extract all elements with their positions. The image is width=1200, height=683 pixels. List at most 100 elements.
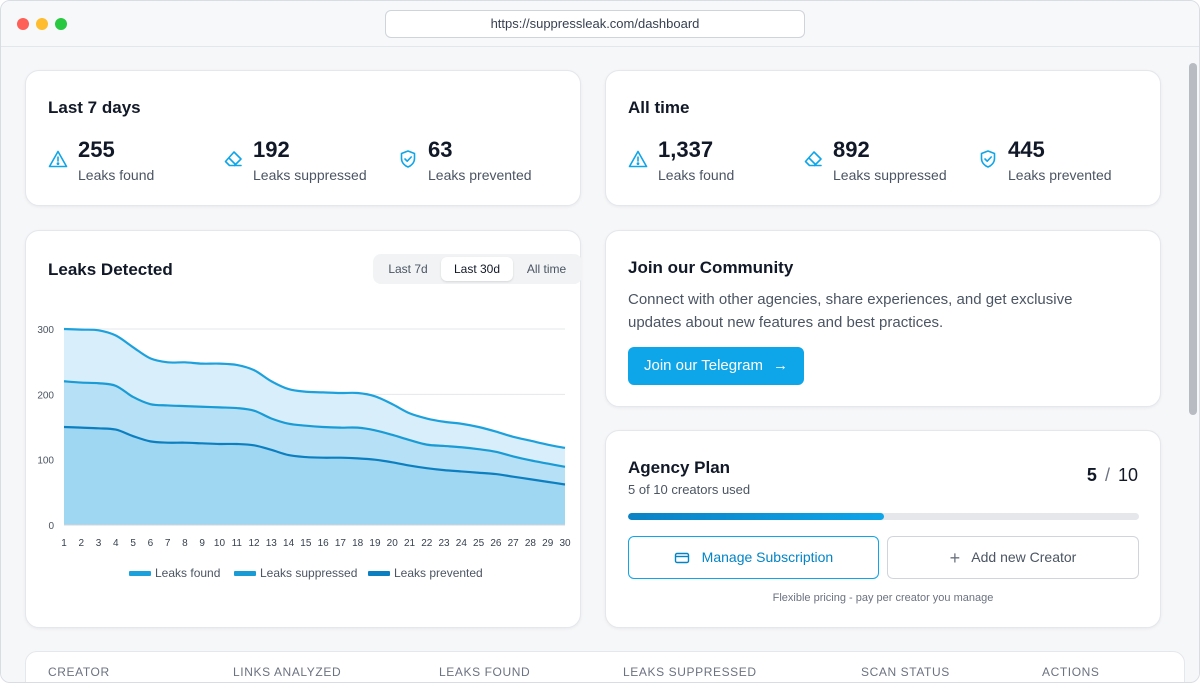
credit-card-icon <box>674 553 689 564</box>
dashboard-content: Last 7 days 255 Leaks found 192 Leaks su… <box>1 47 1187 682</box>
x-tick-label: 20 <box>387 538 399 549</box>
stat-label: Leaks prevented <box>428 167 532 183</box>
legend-swatch-2 <box>234 571 256 576</box>
community-card: Join our Community Connect with other ag… <box>605 230 1161 407</box>
stat-value: 1,337 <box>658 137 714 162</box>
x-tick-label: 16 <box>318 538 330 549</box>
join-telegram-button[interactable]: Join our Telegram → <box>628 347 804 385</box>
arrow-right-icon: → <box>773 357 788 374</box>
th-creator: CREATOR <box>48 665 110 679</box>
add-creator-label: Add new Creator <box>971 549 1077 565</box>
x-tick-label: 27 <box>508 538 520 549</box>
stat-leaks-suppressed: 892 Leaks suppressed <box>803 137 963 187</box>
eraser-icon <box>804 151 822 167</box>
tab-last-30d[interactable]: Last 30d <box>441 257 513 281</box>
y-tick-label: 100 <box>37 456 54 467</box>
plan-count: 5 / 10 <box>1087 465 1138 486</box>
plan-title: Agency Plan <box>628 458 731 477</box>
x-tick-label: 14 <box>283 538 295 549</box>
th-leaks-suppressed: LEAKS SUPPRESSED <box>623 665 757 679</box>
stat-leaks-suppressed: 192 Leaks suppressed <box>223 137 383 187</box>
maximize-window-button[interactable] <box>55 18 67 30</box>
y-tick-label: 200 <box>37 390 54 401</box>
warning-triangle-icon <box>628 150 648 168</box>
stat-label: Leaks suppressed <box>253 167 367 183</box>
plan-progress-bar <box>628 513 1139 520</box>
page-scrollbar[interactable] <box>1185 47 1199 682</box>
x-tick-label: 24 <box>456 538 468 549</box>
stat-leaks-prevented: 445 Leaks prevented <box>978 137 1138 187</box>
leaks-detected-card: Leaks Detected Last 7d Last 30d All time… <box>25 230 582 628</box>
y-tick-label: 0 <box>48 521 54 532</box>
x-tick-label: 7 <box>165 538 171 549</box>
close-window-button[interactable] <box>17 18 29 30</box>
series-line-2 <box>63 380 566 468</box>
stat-leaks-prevented: 63 Leaks prevented <box>398 137 558 187</box>
x-tick-label: 15 <box>300 538 312 549</box>
address-bar[interactable]: https://suppressleak.com/dashboard <box>385 10 805 38</box>
plus-icon: + <box>949 547 961 568</box>
all-time-title: All time <box>628 98 690 117</box>
x-tick-label: 19 <box>369 538 381 549</box>
agency-plan-card: Agency Plan 5 of 10 creators used 5 / 10… <box>605 430 1161 628</box>
pricing-note: Flexible pricing - pay per creator you m… <box>772 592 994 604</box>
x-tick-label: 26 <box>490 538 502 549</box>
minimize-window-button[interactable] <box>36 18 48 30</box>
plan-usage-text: 5 of 10 creators used <box>628 482 751 497</box>
x-tick-label: 23 <box>439 538 451 549</box>
x-tick-label: 5 <box>130 538 136 549</box>
x-tick-label: 17 <box>335 538 347 549</box>
range-selector: Last 7d Last 30d All time <box>373 254 582 284</box>
x-tick-label: 8 <box>182 538 188 549</box>
leaks-detected-title: Leaks Detected <box>48 260 173 279</box>
eraser-icon <box>224 151 242 167</box>
th-actions: ACTIONS <box>1042 665 1100 679</box>
series-line-1 <box>63 327 566 449</box>
x-tick-label: 6 <box>148 538 154 549</box>
add-creator-button[interactable]: + Add new Creator <box>887 536 1139 579</box>
series-line-3 <box>63 425 566 486</box>
stat-label: Leaks prevented <box>1008 167 1112 183</box>
x-tick-label: 11 <box>232 538 243 549</box>
legend-label-3: Leaks prevented <box>394 566 483 580</box>
manage-subscription-button[interactable]: Manage Subscription <box>628 536 879 579</box>
tab-last-7d[interactable]: Last 7d <box>388 262 428 276</box>
scrollbar-thumb[interactable] <box>1189 63 1197 415</box>
last-7-days-card: Last 7 days 255 Leaks found 192 Leaks su… <box>25 70 581 206</box>
x-tick-label: 3 <box>96 538 102 549</box>
x-tick-label: 25 <box>473 538 485 549</box>
stat-leaks-found: 255 Leaks found <box>48 137 208 187</box>
manage-subscription-label: Manage Subscription <box>701 549 834 565</box>
stat-label: Leaks found <box>78 167 155 183</box>
tab-all-time[interactable]: All time <box>526 262 567 276</box>
x-tick-label: 13 <box>266 538 278 549</box>
th-scan-status: SCAN STATUS <box>861 665 950 679</box>
all-time-card: All time 1,337 Leaks found 892 Leaks sup… <box>605 70 1161 206</box>
plan-separator: / <box>1104 465 1110 485</box>
x-tick-label: 21 <box>404 538 416 549</box>
browser-titlebar: https://suppressleak.com/dashboard <box>1 1 1199 47</box>
stat-value: 63 <box>428 137 453 162</box>
join-telegram-label: Join our Telegram <box>644 357 763 374</box>
x-tick-label: 29 <box>542 538 554 549</box>
plan-used: 5 <box>1086 465 1097 485</box>
x-tick-label: 22 <box>421 538 433 549</box>
series-area-3 <box>64 427 565 525</box>
stat-value: 192 <box>253 137 290 162</box>
legend-swatch-1 <box>129 571 151 576</box>
shield-check-icon <box>400 150 416 168</box>
x-tick-label: 28 <box>525 538 537 549</box>
x-tick-label: 9 <box>199 538 205 549</box>
legend-label-1: Leaks found <box>155 566 220 580</box>
y-tick-label: 300 <box>37 325 54 336</box>
x-tick-label: 10 <box>214 538 226 549</box>
x-tick-label: 12 <box>248 538 260 549</box>
x-tick-label: 2 <box>78 538 84 549</box>
stat-leaks-found: 1,337 Leaks found <box>628 137 788 187</box>
x-tick-label: 1 <box>61 538 67 549</box>
warning-triangle-icon <box>48 150 68 168</box>
stat-value: 892 <box>833 137 870 162</box>
shield-check-icon <box>980 150 996 168</box>
